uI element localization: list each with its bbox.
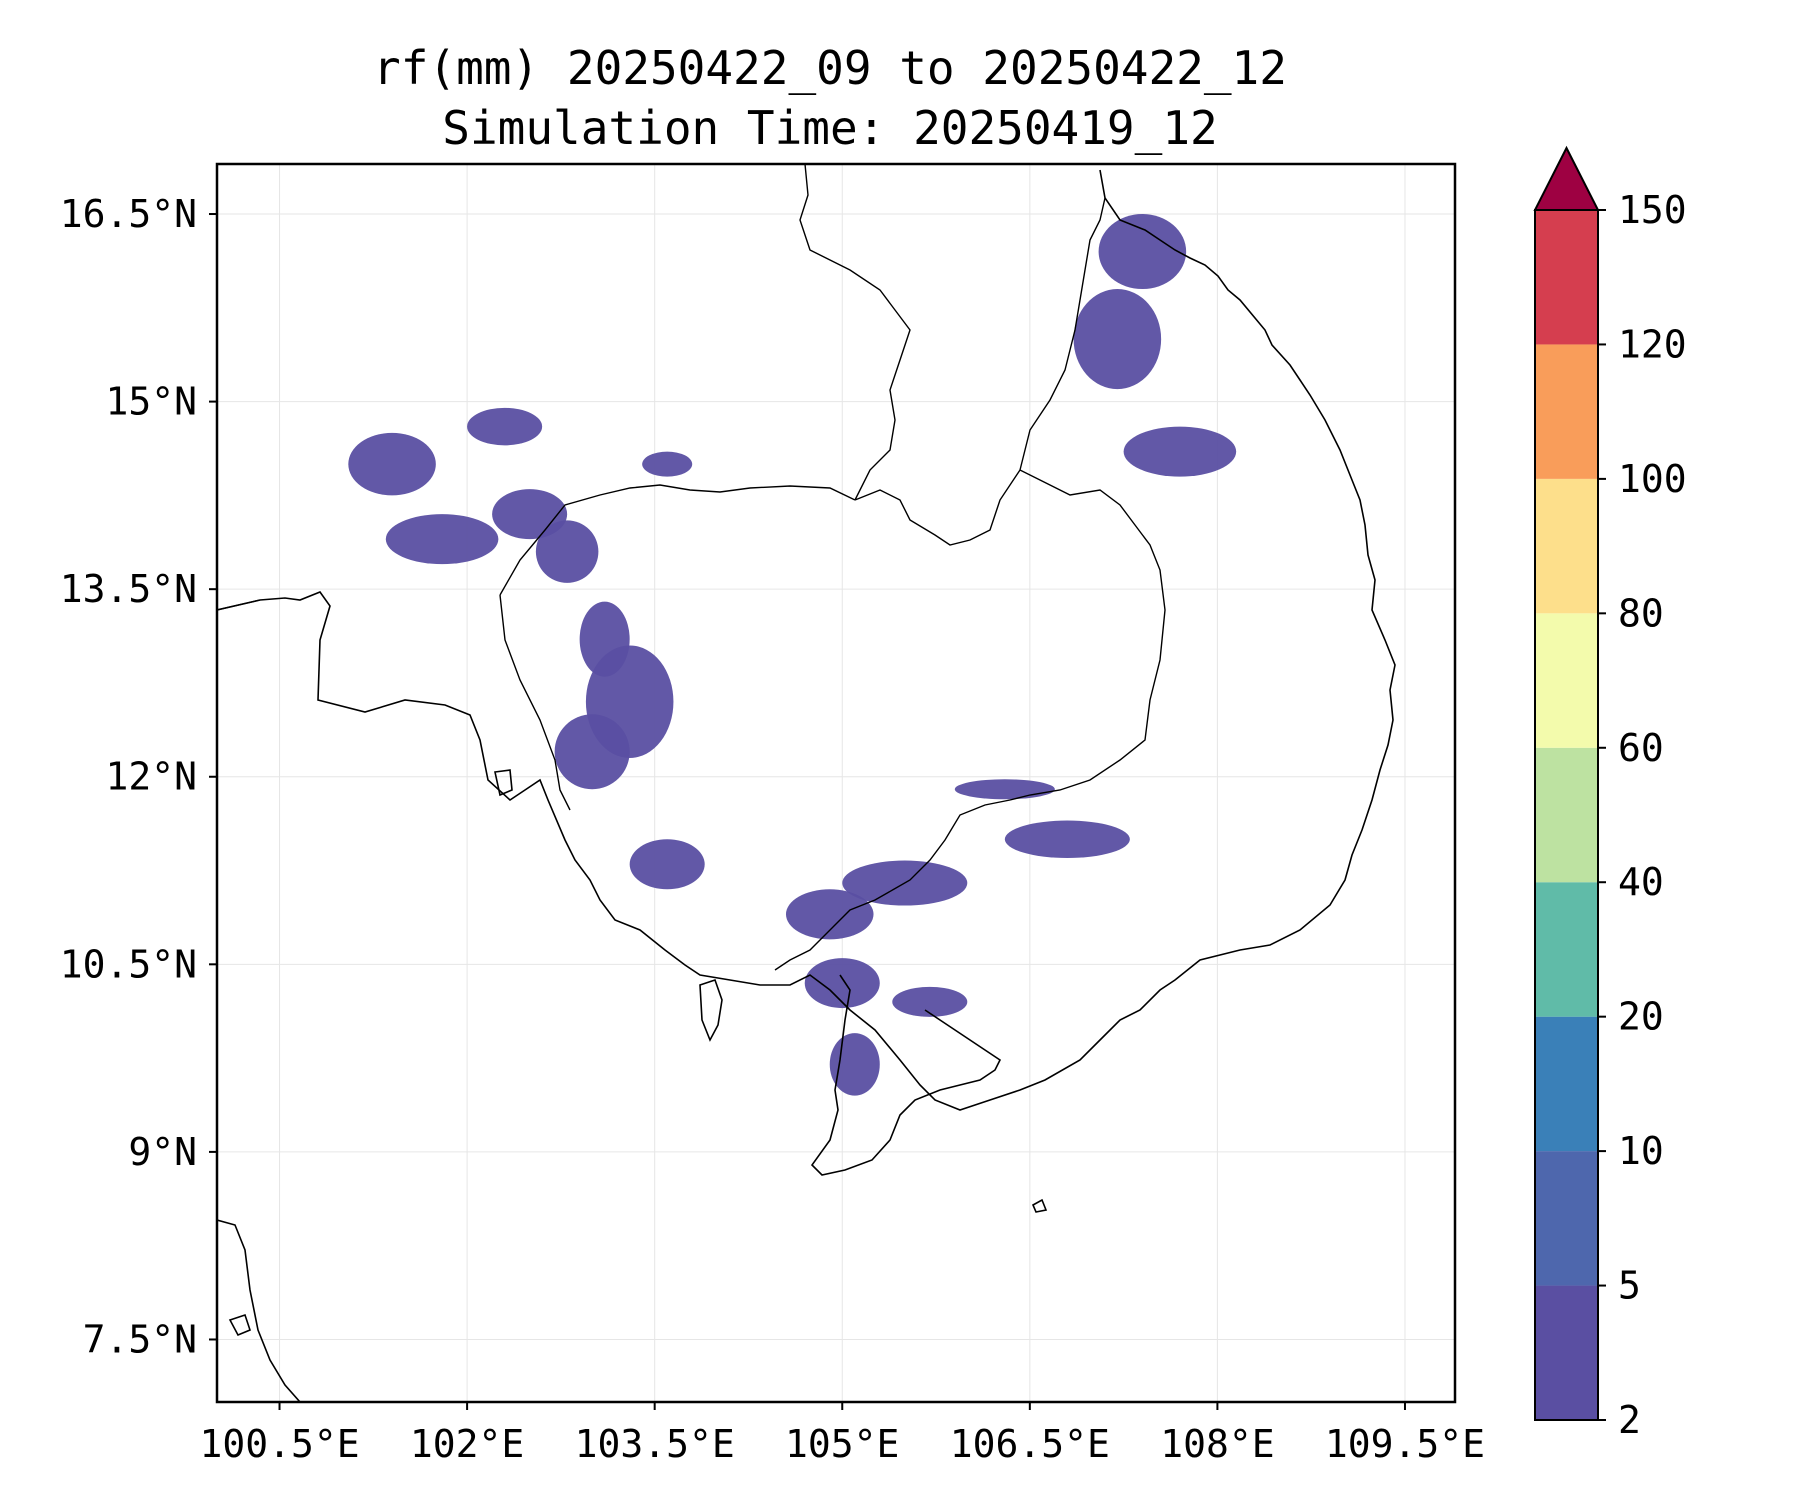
rain-area — [629, 839, 705, 890]
colorbar-tick-label: 10 — [1618, 1129, 1664, 1173]
colorbar-tick-label: 40 — [1618, 860, 1664, 904]
colorbar-extend-arrow — [1533, 145, 1600, 211]
y-tick-label: 13.5°N — [60, 567, 197, 611]
rain-area — [348, 432, 436, 496]
rain-area — [642, 451, 693, 477]
colorbar-tick-label: 120 — [1618, 322, 1687, 366]
colorbar-tick-label: 60 — [1618, 726, 1664, 770]
colorbar-segment — [1535, 1285, 1598, 1420]
y-tick-label: 16.5°N — [60, 192, 197, 236]
y-tick-label: 7.5°N — [83, 1317, 197, 1361]
title-line-2: Simulation Time: 20250419_12 — [442, 101, 1218, 155]
x-tick-label: 108°E — [1160, 1422, 1274, 1466]
country-borders — [217, 164, 1166, 971]
colorbar-tick-label: 150 — [1618, 188, 1687, 232]
colorbar-tick-label: 80 — [1618, 591, 1664, 635]
colorbar-tick-label: 5 — [1618, 1264, 1641, 1308]
coastline-malay-peninsula — [217, 1219, 301, 1402]
border-cambodia-laos-vietnam — [774, 469, 1166, 971]
rain-area — [804, 958, 880, 1009]
border-cambodia-thailand-south — [499, 594, 571, 811]
border-laos-thailand-mekong — [799, 164, 911, 501]
island-con-dao — [1031, 1198, 1048, 1213]
rain-area — [954, 779, 1055, 800]
y-tick-label: 10.5°N — [60, 942, 197, 986]
x-tick-label: 109.5°E — [1325, 1422, 1485, 1466]
title-line-1: rf(mm) 20250422_09 to 20250422_12 — [373, 41, 1287, 95]
rainfall-contours — [348, 214, 1237, 1096]
colorbar-segment — [1535, 344, 1598, 479]
rain-area — [535, 520, 599, 583]
colorbar-tick-label: 100 — [1618, 457, 1687, 501]
colorbar-tick-label: 2 — [1618, 1398, 1641, 1442]
colorbar-segment — [1535, 1016, 1598, 1152]
colorbar-segment — [1535, 1151, 1598, 1286]
rain-area — [1073, 289, 1162, 390]
border-laos-vietnam — [1019, 197, 1106, 471]
rain-area — [385, 514, 499, 565]
rain-area — [1123, 426, 1237, 477]
rain-area — [1098, 214, 1187, 290]
x-tick-label: 106.5°E — [950, 1422, 1110, 1466]
colorbar-segment — [1535, 747, 1598, 883]
x-axis-ticks: 100.5°E 102°E 103.5°E 105°E 106.5°E 108°E 109.… — [199, 1402, 1485, 1466]
y-tick-label: 9°N — [128, 1130, 197, 1174]
border-thailand-myanmar — [217, 599, 261, 611]
coastline-gulf-of-thailand — [217, 169, 1396, 1111]
map-title: rf(mm) 20250422_09 to 20250422_12 Simula… — [180, 38, 1480, 158]
colorbar-frame — [1534, 209, 1599, 1421]
colorbar: 2 5 10 20 40 60 80 100 120 150 — [1533, 145, 1687, 1442]
gridlines — [217, 164, 1455, 1402]
island-phu-quoc — [699, 978, 723, 1042]
coastline-mekong-delta — [810, 974, 1002, 1176]
rain-area — [892, 986, 968, 1017]
plot-frame — [215, 162, 1457, 1404]
rain-area — [1004, 820, 1130, 859]
colorbar-segment — [1535, 210, 1598, 345]
y-axis-ticks: 16.5°N 15°N 13.5°N 12°N 10.5°N 9°N 7.5°N — [60, 192, 217, 1361]
island-koh-samui — [228, 1313, 251, 1337]
y-tick-label: 12°N — [105, 755, 197, 799]
colorbar-tick-label: 20 — [1618, 995, 1664, 1039]
border-thailand-cambodia — [499, 484, 856, 596]
island-koh-kong — [494, 769, 513, 797]
colorbar-segment — [1535, 613, 1598, 748]
rain-area — [467, 407, 543, 446]
coastlines-and-borders — [217, 169, 1396, 1402]
colorbar-segment — [1535, 882, 1598, 1017]
y-tick-label: 15°N — [105, 380, 197, 424]
colorbar-segment — [1535, 478, 1598, 614]
rain-area — [554, 714, 630, 790]
rain-area — [829, 1033, 880, 1096]
x-tick-label: 100.5°E — [199, 1422, 359, 1466]
x-tick-label: 105°E — [785, 1422, 899, 1466]
x-tick-label: 103.5°E — [575, 1422, 735, 1466]
rain-area — [785, 889, 874, 940]
x-tick-label: 102°E — [410, 1422, 524, 1466]
